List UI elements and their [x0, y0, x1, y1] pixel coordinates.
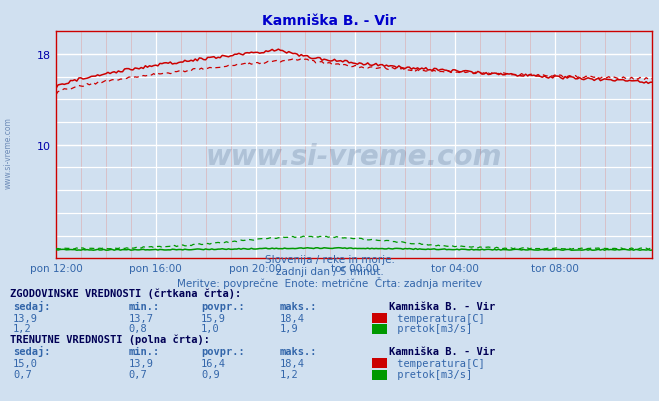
Text: maks.:: maks.:: [280, 346, 318, 356]
Text: Slovenija / reke in morje.: Slovenija / reke in morje.: [264, 255, 395, 265]
Text: zadnji dan / 5 minut.: zadnji dan / 5 minut.: [275, 267, 384, 277]
Text: Kamniška B. - Vir: Kamniška B. - Vir: [389, 346, 495, 356]
Text: maks.:: maks.:: [280, 302, 318, 312]
Text: ZGODOVINSKE VREDNOSTI (črtkana črta):: ZGODOVINSKE VREDNOSTI (črtkana črta):: [10, 288, 241, 299]
Text: povpr.:: povpr.:: [201, 302, 244, 312]
Text: sedaj:: sedaj:: [13, 301, 51, 312]
Text: 13,7: 13,7: [129, 313, 154, 323]
Text: Kamniška B. - Vir: Kamniška B. - Vir: [262, 14, 397, 28]
Text: TRENUTNE VREDNOSTI (polna črta):: TRENUTNE VREDNOSTI (polna črta):: [10, 333, 210, 344]
Text: temperatura[C]: temperatura[C]: [391, 358, 484, 368]
Text: 18,4: 18,4: [280, 313, 305, 323]
Text: 16,4: 16,4: [201, 358, 226, 368]
Text: min.:: min.:: [129, 302, 159, 312]
Text: 1,2: 1,2: [280, 369, 299, 379]
Text: 13,9: 13,9: [129, 358, 154, 368]
Text: sedaj:: sedaj:: [13, 346, 51, 356]
Text: Meritve: povprečne  Enote: metrične  Črta: zadnja meritev: Meritve: povprečne Enote: metrične Črta:…: [177, 277, 482, 289]
Text: povpr.:: povpr.:: [201, 346, 244, 356]
Text: 0,7: 0,7: [13, 369, 32, 379]
Text: 0,8: 0,8: [129, 324, 147, 334]
Text: Kamniška B. - Vir: Kamniška B. - Vir: [389, 302, 495, 312]
Text: 1,9: 1,9: [280, 324, 299, 334]
Text: min.:: min.:: [129, 346, 159, 356]
Text: pretok[m3/s]: pretok[m3/s]: [391, 324, 472, 334]
Text: www.si-vreme.com: www.si-vreme.com: [206, 143, 502, 171]
Text: 0,9: 0,9: [201, 369, 219, 379]
Text: 0,7: 0,7: [129, 369, 147, 379]
Text: temperatura[C]: temperatura[C]: [391, 313, 484, 323]
Text: www.si-vreme.com: www.si-vreme.com: [3, 117, 13, 188]
Text: 15,0: 15,0: [13, 358, 38, 368]
Text: 13,9: 13,9: [13, 313, 38, 323]
Text: 1,2: 1,2: [13, 324, 32, 334]
Text: 1,0: 1,0: [201, 324, 219, 334]
Text: 15,9: 15,9: [201, 313, 226, 323]
Text: 18,4: 18,4: [280, 358, 305, 368]
Text: pretok[m3/s]: pretok[m3/s]: [391, 369, 472, 379]
